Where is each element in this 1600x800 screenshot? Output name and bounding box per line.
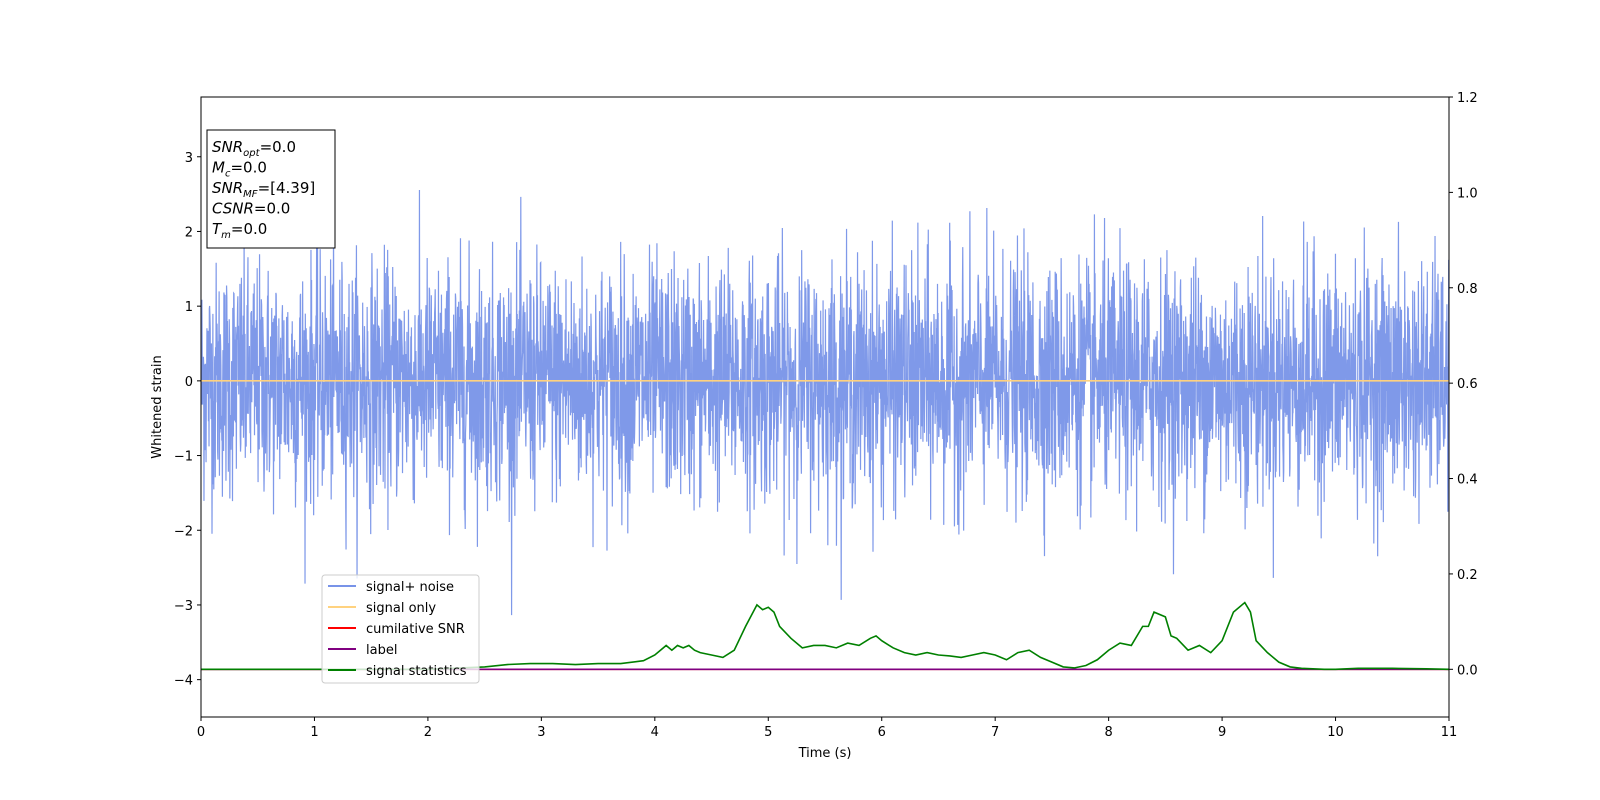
signal-noise-series <box>201 190 1449 616</box>
y-left-tick-label: −2 <box>174 524 193 539</box>
annotation-value: =0.0 <box>230 159 266 177</box>
y-left-tick-label: 1 <box>185 300 193 315</box>
x-axis-label: Time (s) <box>798 746 852 761</box>
legend-label: signal only <box>366 601 436 616</box>
y-axis-label: Whitened strain <box>150 355 165 458</box>
signal-statistics-line <box>201 601 1449 671</box>
annotation-line: SNRMF=[4.39] <box>212 179 315 200</box>
annotation-symbol: SNR <box>212 179 243 197</box>
x-tick-label: 11 <box>1441 725 1458 740</box>
y-axis-right: 0.0 0.2 0.4 0.6 0.8 1.0 1.2 <box>1449 91 1478 678</box>
x-tick-label: 3 <box>537 725 545 740</box>
legend-frame <box>321 574 480 684</box>
y-right-tick-label: 0.2 <box>1457 568 1478 583</box>
y-left-tick-label: −3 <box>174 599 193 614</box>
annotation-symbol: SNR <box>212 138 243 156</box>
x-tick-label: 1 <box>310 725 318 740</box>
annotation-value: =0.0 <box>231 220 267 238</box>
y-right-tick-label: 0.4 <box>1457 473 1478 488</box>
x-axis: 0 1 2 3 4 5 6 7 8 9 10 11 <box>197 717 1457 740</box>
x-tick-label: 6 <box>878 725 886 740</box>
x-tick-label: 5 <box>764 725 772 740</box>
x-tick-label: 7 <box>991 725 999 740</box>
y-left-tick-label: −1 <box>174 450 193 465</box>
legend-label: cumilative SNR <box>366 622 465 637</box>
y-right-tick-label: 0.0 <box>1457 663 1478 678</box>
y-right-tick-label: 1.0 <box>1457 186 1478 201</box>
annotation-symbol: T <box>212 220 223 238</box>
annotation-line: CSNR=0.0 <box>212 200 290 218</box>
annotation-subscript: MF <box>243 189 258 200</box>
legend-label: signal+ noise <box>366 580 454 595</box>
annotation-subscript: opt <box>243 148 260 159</box>
x-tick-label: 10 <box>1327 725 1344 740</box>
y-left-tick-label: 3 <box>185 151 193 166</box>
y-left-tick-label: 0 <box>185 375 193 390</box>
annotation-line: SNRopt=0.0 <box>212 138 296 159</box>
x-tick-label: 8 <box>1104 725 1112 740</box>
y-right-tick-label: 1.2 <box>1457 91 1478 106</box>
legend-label: label <box>366 643 397 658</box>
legend-label: signal statistics <box>366 664 467 679</box>
plot-frame <box>200 96 1450 718</box>
legend: signal+ noise signal only cumilative SNR la… <box>321 574 480 684</box>
annotation-value: =0.0 <box>260 138 296 156</box>
annotation-line: Tm=0.0 <box>212 220 267 241</box>
annotation-line: Mc=0.0 <box>212 159 267 180</box>
y-right-tick-label: 0.6 <box>1457 377 1478 392</box>
annotation-subscript: c <box>225 169 231 180</box>
y-left-tick-label: 2 <box>185 225 193 240</box>
annotation-frame <box>206 129 336 249</box>
annotation-symbol: M <box>212 159 225 177</box>
annotation-value: =[4.39] <box>258 179 316 197</box>
annotation-value: =0.0 <box>254 200 290 218</box>
annotation-subscript: m <box>221 230 231 241</box>
y-right-tick-label: 0.8 <box>1457 282 1478 297</box>
y-left-tick-label: −4 <box>174 674 193 689</box>
annotation-symbol: CSNR <box>212 200 254 218</box>
x-tick-label: 4 <box>651 725 659 740</box>
stats-annotation-box: SNRopt=0.0Mc=0.0SNRMF=[4.39]CSNR=0.0Tm=0… <box>206 129 336 249</box>
signal-noise-line <box>201 190 1449 616</box>
y-axis-left: −4 −3 −2 −1 0 1 2 3 <box>174 151 201 689</box>
x-tick-label: 0 <box>197 725 205 740</box>
x-tick-label: 9 <box>1218 725 1226 740</box>
x-tick-label: 2 <box>424 725 432 740</box>
